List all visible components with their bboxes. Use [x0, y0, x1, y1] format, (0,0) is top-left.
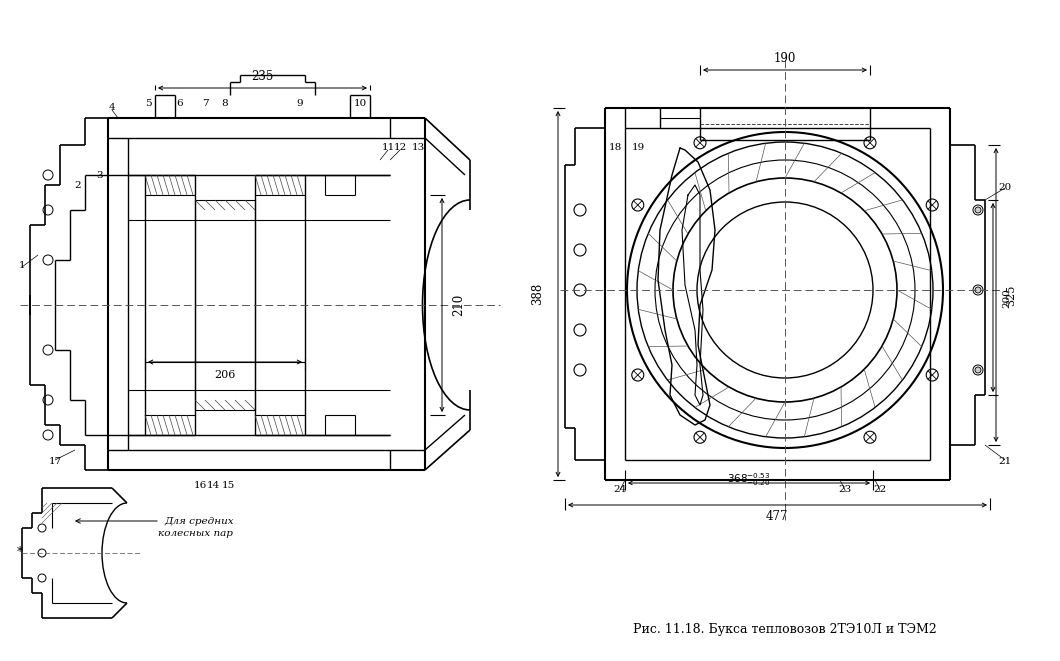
Text: 206: 206: [214, 370, 235, 380]
Text: 8: 8: [222, 98, 228, 108]
Text: 6: 6: [177, 98, 183, 108]
Text: 16: 16: [193, 481, 207, 490]
Text: 14: 14: [207, 481, 219, 490]
Text: 11: 11: [382, 143, 394, 151]
Text: 9: 9: [297, 98, 303, 108]
Text: 19: 19: [632, 143, 644, 153]
Circle shape: [975, 207, 980, 213]
Text: *: *: [17, 547, 23, 559]
Text: 18: 18: [608, 143, 621, 153]
Text: 477: 477: [765, 510, 789, 524]
Text: 4: 4: [109, 104, 116, 112]
Text: 21: 21: [999, 457, 1011, 467]
Text: 22: 22: [873, 485, 886, 494]
Text: 12: 12: [393, 143, 407, 151]
Text: 190: 190: [774, 52, 796, 65]
Text: Для средних: Для средних: [164, 516, 233, 525]
Text: 325: 325: [1006, 284, 1015, 305]
Text: 5: 5: [144, 98, 152, 108]
Text: 7: 7: [201, 98, 209, 108]
Text: 1: 1: [19, 260, 25, 270]
Text: 20: 20: [999, 184, 1011, 192]
Text: 388: 388: [531, 283, 544, 305]
Text: Рис. 11.18. Букса тепловозов 2ТЭ10Л и ТЭМ2: Рис. 11.18. Букса тепловозов 2ТЭ10Л и ТЭ…: [633, 623, 937, 637]
Circle shape: [975, 367, 980, 373]
Text: 10: 10: [353, 98, 367, 108]
Circle shape: [975, 287, 980, 293]
Text: 2: 2: [74, 180, 82, 190]
Text: 3: 3: [96, 171, 103, 180]
Text: 15: 15: [222, 481, 234, 490]
Text: 235: 235: [251, 69, 273, 83]
Text: 17: 17: [49, 457, 61, 467]
Text: 210: 210: [452, 294, 465, 316]
Text: колесных пар: колесных пар: [158, 529, 233, 537]
Text: 200: 200: [1002, 288, 1011, 308]
Text: 23: 23: [838, 485, 851, 494]
Text: 13: 13: [411, 143, 425, 151]
Text: $368^{-0.53}_{-0.20}$: $368^{-0.53}_{-0.20}$: [727, 471, 771, 488]
Text: 24: 24: [614, 485, 626, 494]
